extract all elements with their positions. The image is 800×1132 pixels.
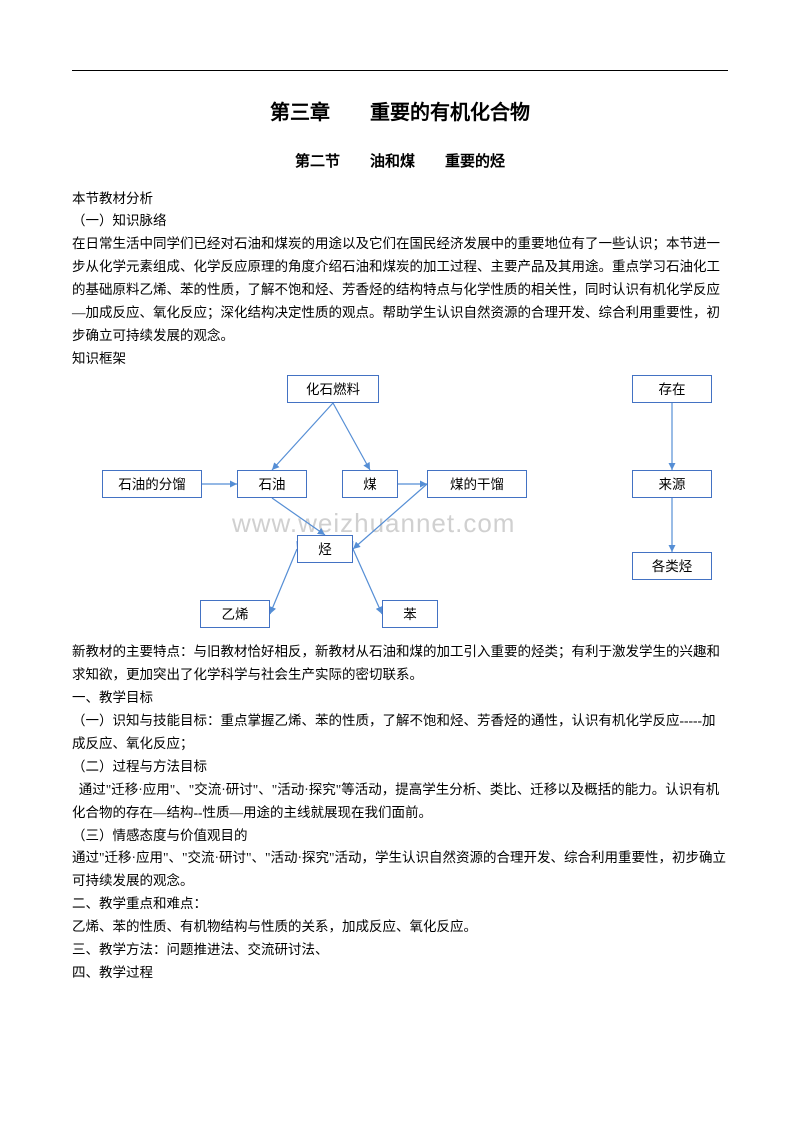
goal-2: 通过"迁移·应用"、"交流·研讨"、"活动·探究"等活动，提高学生分析、类比、迁…: [72, 779, 728, 825]
goal-3: 通过"迁移·应用"、"交流·研讨"、"活动·探究"活动，学生认识自然资源的合理开…: [72, 847, 728, 893]
node-coal-dry: 煤的干馏: [427, 470, 527, 498]
method-heading: 三、教学方法：问题推进法、交流研讨法、: [72, 939, 728, 962]
process-heading: 四、教学过程: [72, 962, 728, 985]
node-ethylene: 乙烯: [200, 600, 270, 628]
node-oil: 石油: [237, 470, 307, 498]
goal-3-heading: （三）情感态度与价值观目的: [72, 825, 728, 848]
node-hydrocarbon: 烃: [297, 535, 353, 563]
subheading-1: （一）知识脉络: [72, 210, 728, 233]
node-exist: 存在: [632, 375, 712, 403]
chapter-title: 第三章 重要的有机化合物: [72, 96, 728, 130]
after-diagram-para: 新教材的主要特点：与旧教材恰好相反，新教材从石油和煤的加工引入重要的烃类；有利于…: [72, 641, 728, 687]
node-oil-distillation: 石油的分馏: [102, 470, 202, 498]
goal-2-heading: （二）过程与方法目标: [72, 756, 728, 779]
node-fossil-fuel: 化石燃料: [287, 375, 379, 403]
goal-1: （一）识知与技能目标：重点掌握乙烯、苯的性质，了解不饱和烃、芳香烃的通性，认识有…: [72, 710, 728, 756]
diagram-edges: [72, 375, 728, 635]
intro-heading: 本节教材分析: [72, 188, 728, 211]
node-benzene: 苯: [382, 600, 438, 628]
focus: 乙烯、苯的性质、有机物结构与性质的关系，加成反应、氧化反应。: [72, 916, 728, 939]
intro-paragraph: 在日常生活中同学们已经对石油和煤炭的用途以及它们在国民经济发展中的重要地位有了一…: [72, 233, 728, 348]
framework-label: 知识框架: [72, 348, 728, 371]
section-title: 第二节 油和煤 重要的烃: [72, 150, 728, 176]
node-source: 来源: [632, 470, 712, 498]
goals-heading: 一、教学目标: [72, 687, 728, 710]
knowledge-diagram: www.weizhuannet.com 化石燃料 石油的分馏 石油 煤 煤的干馏…: [72, 375, 728, 635]
node-hydrocarbons: 各类烃: [632, 552, 712, 580]
focus-heading: 二、教学重点和难点：: [72, 893, 728, 916]
node-coal: 煤: [342, 470, 398, 498]
top-rule: [72, 70, 728, 71]
